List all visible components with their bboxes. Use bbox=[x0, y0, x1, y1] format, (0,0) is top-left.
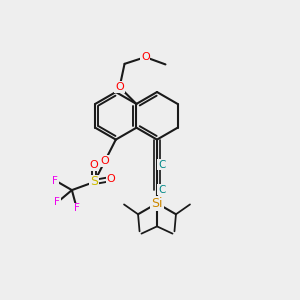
Text: F: F bbox=[54, 197, 60, 207]
Text: Si: Si bbox=[151, 197, 163, 210]
Text: O: O bbox=[90, 160, 99, 170]
Text: O: O bbox=[100, 156, 109, 166]
Text: S: S bbox=[90, 176, 98, 188]
Text: F: F bbox=[74, 203, 80, 214]
Text: O: O bbox=[141, 52, 150, 62]
Text: F: F bbox=[52, 176, 58, 186]
Text: O: O bbox=[115, 82, 124, 92]
Text: O: O bbox=[107, 174, 116, 184]
Text: C: C bbox=[158, 184, 165, 194]
Text: C: C bbox=[158, 160, 165, 170]
